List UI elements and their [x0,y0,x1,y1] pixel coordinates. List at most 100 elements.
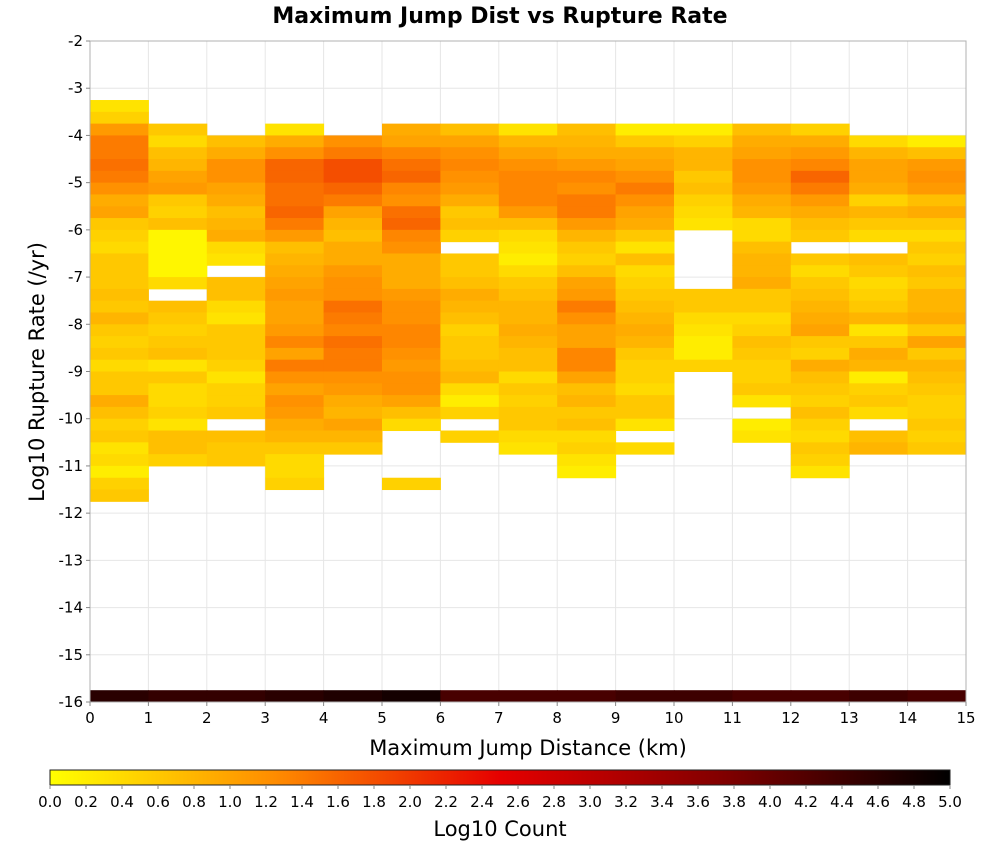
heatmap-cell [557,265,617,278]
heatmap-cell [790,359,850,372]
heatmap-cell [265,477,325,491]
heatmap-cell [615,123,675,136]
heatmap-cell [382,123,441,136]
heatmap-cell [674,159,733,172]
heatmap-cell [148,406,208,420]
heatmap-cell [907,312,967,325]
heatmap-cell [732,253,792,266]
heatmap-cell [849,383,909,396]
colorbar-tick-label: 3.8 [722,793,746,811]
heatmap-cell [90,371,149,384]
heatmap-cell [265,454,325,467]
heatmap-cell [206,206,266,219]
heatmap-cell [907,383,967,396]
heatmap-cell [849,159,909,172]
heatmap-cell [323,182,383,195]
heatmap-cell [849,147,909,160]
heatmap-cell [148,206,208,219]
heatmap-cell [440,395,500,408]
heatmap-cell [323,135,383,148]
heatmap-cell-bottom-row [148,690,208,702]
heatmap-cell [206,241,266,254]
heatmap-cell [732,288,792,302]
heatmap-cell [148,277,208,290]
heatmap-cell [265,147,325,160]
heatmap-cell [907,277,967,290]
y-tick-label: -15 [59,646,84,664]
heatmap-cell [440,336,500,349]
heatmap-cell [498,123,558,136]
heatmap-cell [849,229,909,243]
heatmap-cell [732,336,792,349]
heatmap-cell [323,194,383,207]
heatmap-cell [557,324,617,337]
heatmap-cell [615,159,675,172]
heatmap-cell [615,336,675,349]
heatmap-cell [148,430,208,443]
heatmap-cell [557,312,617,325]
heatmap-cell [265,288,325,302]
colorbar-tick-label: 0.6 [146,793,170,811]
heatmap-cell [849,359,909,372]
heatmap-cell [265,347,325,361]
heatmap-cell [206,218,266,231]
heatmap-cell [90,312,149,325]
y-tick-label: -16 [59,693,84,711]
heatmap-cell [265,406,325,420]
heatmap-cell [498,395,558,408]
x-tick-label: 7 [494,709,504,727]
heatmap-cell-bottom-row [440,690,500,702]
y-tick-label: -13 [59,551,84,569]
heatmap-cell [790,418,850,432]
heatmap-cell [265,465,325,479]
heatmap-cell [498,159,558,172]
heatmap-cell [732,324,792,337]
colorbar-tick-label: 2.2 [434,793,458,811]
heatmap-cell [557,454,617,467]
heatmap-cell [440,159,500,172]
heatmap-cell [148,229,208,243]
heatmap-cell [382,182,441,195]
heatmap-cell [674,359,733,372]
heatmap-cell [498,241,558,254]
heatmap-cell [849,324,909,337]
heatmap-cell [382,418,441,432]
heatmap-cell [849,347,909,361]
heatmap-cell-bottom-row [265,690,325,702]
heatmap-cell [907,430,967,443]
heatmap-cell [265,312,325,325]
heatmap-cell [674,324,733,337]
colorbar-tick-label: 3.2 [614,793,638,811]
colorbar-tick-label: 3.0 [578,793,602,811]
heatmap-cell [732,194,792,207]
x-tick-label: 0 [85,709,95,727]
heatmap-cell [265,194,325,207]
heatmap-cell [206,194,266,207]
heatmap-cell [907,347,967,361]
heatmap-cell [382,324,441,337]
heatmap-cell-bottom-row [498,690,558,702]
heatmap-cell [557,206,617,219]
heatmap-cell [382,277,441,290]
heatmap-cell [557,300,617,313]
heatmap-cell [790,159,850,172]
heatmap-cell [790,324,850,337]
heatmap-cell [790,206,850,219]
heatmap-cell [265,395,325,408]
heatmap-cell [907,182,967,195]
heatmap-cell [615,147,675,160]
heatmap-cell [206,159,266,172]
heatmap-cell [440,288,500,302]
heatmap-cell [382,406,441,420]
heatmap-cell-bottom-row [323,690,383,702]
heatmap-cell [206,454,266,467]
heatmap-cell [849,218,909,231]
heatmap-cell [148,253,208,266]
heatmap-cell-bottom-row [557,690,617,702]
heatmap-cell [732,347,792,361]
x-tick-label: 3 [260,709,270,727]
heatmap-cell-bottom-row [90,690,149,702]
heatmap-cell [615,241,675,254]
heatmap-cell [557,383,617,396]
heatmap-cell [323,312,383,325]
